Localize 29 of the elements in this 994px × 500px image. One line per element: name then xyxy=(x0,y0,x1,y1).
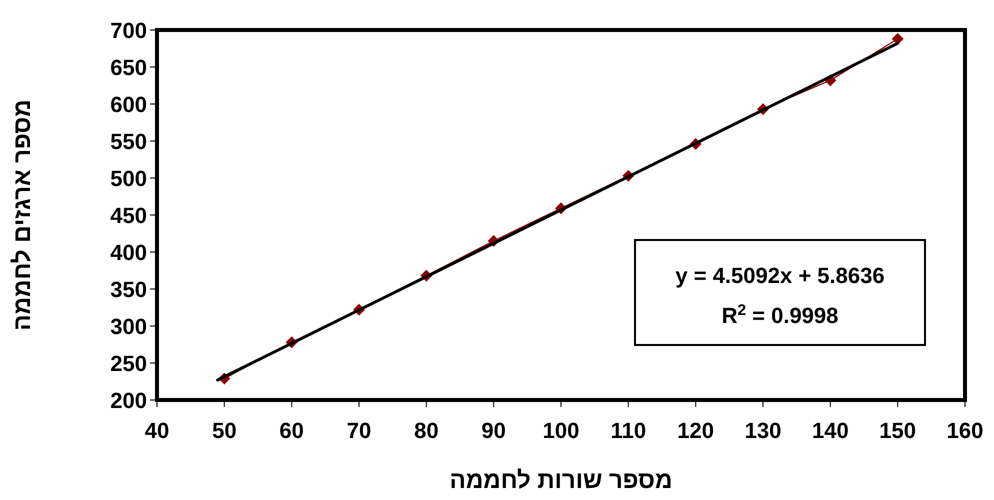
annotation: y = 4.5092x + 5.8636 xyxy=(675,263,885,288)
y-tick-label: 350 xyxy=(110,277,147,302)
y-axis-title: מספר ארגזים לחממה xyxy=(9,99,36,331)
y-tick-label: 550 xyxy=(110,129,147,154)
x-tick-label: 90 xyxy=(481,418,506,443)
y-tick-label: 300 xyxy=(110,314,147,339)
x-axis-title: מספר שורות לחממה xyxy=(450,467,672,494)
x-tick-label: 110 xyxy=(610,418,646,443)
x-tick-label: 120 xyxy=(677,418,714,443)
y-tick-label: 600 xyxy=(110,92,147,117)
x-tick-label: 160 xyxy=(946,418,984,443)
x-tick-label: 40 xyxy=(144,418,170,443)
y-tick-label: 400 xyxy=(110,240,147,265)
x-tick-label: 140 xyxy=(812,418,849,443)
x-tick-label: 150 xyxy=(879,418,916,443)
x-tick-label: 80 xyxy=(414,418,439,443)
y-tick-label: 500 xyxy=(110,166,147,191)
x-tick-label: 60 xyxy=(279,418,304,443)
x-tick-label: 130 xyxy=(744,418,782,443)
y-tick-label: 700 xyxy=(110,18,147,43)
x-tick-label: 70 xyxy=(346,418,372,443)
annotation: R$^{2}$ = 0.9998 xyxy=(722,302,838,328)
y-tick-label: 200 xyxy=(110,388,147,413)
point xyxy=(892,32,904,45)
x-tick-label: 50 xyxy=(212,418,237,443)
y-tick-label: 650 xyxy=(110,55,147,80)
y-tick-label: 450 xyxy=(110,203,147,228)
x-tick-label: 100 xyxy=(542,418,580,443)
y-tick-label: 250 xyxy=(110,351,147,376)
